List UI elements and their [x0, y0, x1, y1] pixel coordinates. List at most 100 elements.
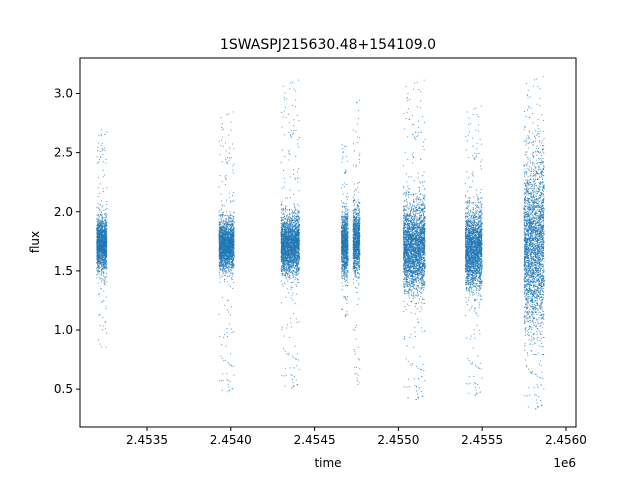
data-point: [233, 263, 235, 265]
data-point: [297, 281, 299, 283]
data-point: [220, 236, 222, 238]
data-point: [221, 260, 223, 262]
data-point: [228, 215, 230, 217]
data-point: [298, 268, 300, 270]
data-point: [281, 219, 283, 221]
data-point: [218, 247, 220, 249]
data-point: [227, 230, 229, 232]
data-point: [97, 246, 99, 248]
data-point: [285, 267, 287, 269]
data-point: [222, 242, 224, 244]
data-point: [297, 223, 299, 225]
data-point: [221, 226, 223, 228]
data-point: [227, 216, 229, 218]
data-point: [104, 213, 106, 215]
data-point: [104, 278, 106, 280]
data-point: [225, 229, 227, 231]
data-point: [100, 253, 102, 255]
data-point: [219, 248, 221, 250]
data-point: [226, 246, 228, 248]
data-point: [221, 161, 223, 163]
data-point: [233, 211, 235, 213]
data-point: [284, 92, 286, 94]
data-point: [229, 245, 231, 247]
data-point: [100, 237, 102, 239]
data-point: [97, 241, 99, 243]
data-point: [223, 360, 225, 362]
data-point: [225, 258, 227, 260]
data-point: [105, 218, 107, 220]
data-point: [230, 249, 232, 251]
data-point: [290, 297, 292, 299]
data-point: [294, 106, 296, 108]
data-point: [226, 162, 228, 164]
data-point: [223, 128, 225, 130]
data-point: [220, 228, 222, 230]
data-point: [229, 235, 231, 237]
data-point: [219, 274, 221, 276]
data-point: [226, 379, 228, 381]
data-point: [230, 224, 232, 226]
data-point: [229, 217, 231, 219]
data-point: [100, 239, 102, 241]
data-point: [229, 222, 231, 224]
data-point: [233, 229, 235, 231]
data-point: [99, 183, 101, 185]
data-point: [232, 217, 234, 219]
data-point: [289, 337, 291, 339]
data-point: [290, 217, 292, 219]
data-point: [230, 241, 232, 243]
data-point: [232, 275, 234, 277]
data-point: [220, 256, 222, 258]
data-point: [100, 274, 102, 276]
data-point: [283, 275, 285, 277]
data-point: [230, 248, 232, 250]
data-point: [219, 281, 221, 283]
data-point: [222, 271, 224, 273]
data-point: [227, 236, 229, 238]
data-point: [96, 247, 98, 249]
data-point: [100, 262, 102, 264]
data-point: [103, 237, 105, 239]
data-point: [101, 229, 103, 231]
data-point: [99, 214, 101, 216]
data-point: [100, 248, 102, 250]
data-point: [226, 240, 228, 242]
data-point: [224, 244, 226, 246]
data-point: [223, 219, 225, 221]
data-point: [104, 133, 106, 135]
data-point: [233, 251, 235, 253]
data-point: [98, 244, 100, 246]
data-point: [229, 286, 231, 288]
data-point: [221, 344, 223, 346]
data-point: [223, 249, 225, 251]
data-point: [296, 240, 298, 242]
data-point: [219, 229, 221, 231]
data-point: [229, 273, 231, 275]
data-point: [231, 233, 233, 235]
data-point: [220, 244, 222, 246]
data-point: [101, 220, 103, 222]
data-point: [97, 252, 99, 254]
data-point: [96, 224, 98, 226]
data-point: [223, 243, 225, 245]
data-point: [221, 264, 223, 266]
data-point: [102, 255, 104, 257]
data-point: [100, 232, 102, 234]
data-point: [226, 281, 228, 283]
data-point: [230, 233, 232, 235]
data-point: [223, 228, 225, 230]
data-point: [221, 244, 223, 246]
data-point: [233, 218, 235, 220]
data-point: [218, 238, 220, 240]
data-point: [99, 263, 101, 265]
data-point: [290, 229, 292, 231]
data-point: [100, 258, 102, 260]
data-point: [100, 234, 102, 236]
data-point: [100, 229, 102, 231]
data-point: [231, 265, 233, 267]
data-point: [97, 250, 99, 252]
data-point: [225, 227, 227, 229]
data-point: [230, 263, 232, 265]
data-point: [232, 250, 234, 252]
